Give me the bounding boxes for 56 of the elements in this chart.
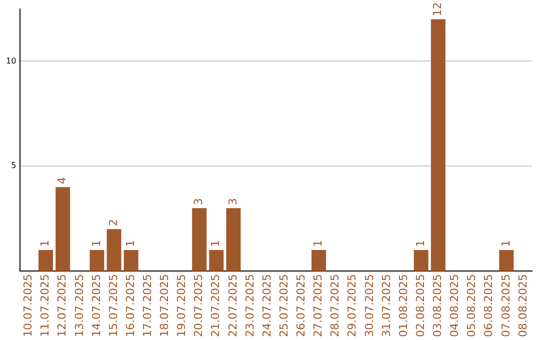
x-tick-label: 23.07.2025 (243, 274, 256, 338)
data-label: 12 (431, 2, 444, 16)
x-tick-label: 29.07.2025 (346, 274, 359, 338)
data-label: 1 (38, 240, 52, 248)
x-tick-label: 12.07.2025 (56, 274, 69, 338)
x-tick-label: 02.08.2025 (414, 274, 427, 338)
x-tick-label: 30.07.2025 (362, 274, 376, 338)
data-label: 4 (56, 177, 69, 184)
bar (209, 250, 224, 272)
bar (90, 250, 104, 272)
x-tick-label: 01.08.2025 (396, 274, 410, 338)
bar (56, 187, 70, 272)
data-label: 2 (106, 219, 120, 226)
x-tick-label: 10.07.2025 (22, 274, 35, 338)
x-tick-label: 21.07.2025 (209, 274, 222, 338)
data-label: 1 (90, 240, 103, 248)
data-label: 3 (192, 198, 206, 206)
bar (38, 250, 54, 272)
x-tick-label: 03.08.2025 (431, 274, 444, 338)
x-tick-label: 14.07.2025 (90, 274, 103, 338)
bar (430, 19, 446, 272)
x-tick-label: 07.08.2025 (499, 274, 512, 338)
x-tick-label: 22.07.2025 (226, 274, 240, 338)
x-tick-label: 31.07.2025 (380, 274, 393, 338)
bar (124, 250, 138, 272)
y-tick-label: 10 (6, 56, 16, 66)
data-label: 1 (312, 240, 325, 248)
x-tick-label: 08.08.2025 (516, 274, 530, 338)
data-label: 1 (124, 240, 137, 248)
x-tick-label: 16.07.2025 (124, 274, 137, 338)
bar (311, 250, 326, 272)
x-tick-label: 05.08.2025 (465, 274, 478, 338)
x-tick-label: 25.07.2025 (277, 274, 290, 338)
x-tick-label: 06.08.2025 (482, 274, 496, 338)
x-tick-label: 04.08.2025 (448, 274, 462, 338)
data-label: 1 (499, 240, 512, 248)
x-tick-label: 24.07.2025 (260, 274, 274, 338)
x-tick-label: 26.07.2025 (294, 274, 308, 338)
bar (226, 208, 241, 272)
x-tick-label: 20.07.2025 (192, 274, 206, 338)
x-tick-label: 27.07.2025 (312, 274, 325, 338)
x-tick-label: 17.07.2025 (140, 274, 154, 338)
x-tick-label: 19.07.2025 (175, 274, 188, 338)
data-label: 1 (414, 240, 427, 248)
y-tick-label: 5 (11, 161, 16, 170)
bar (499, 250, 514, 272)
x-tick-label: 28.07.2025 (328, 274, 342, 338)
data-label: 3 (226, 198, 240, 206)
x-tick-label: 13.07.2025 (72, 274, 86, 338)
x-tick-label: 15.07.2025 (106, 274, 120, 338)
bar (192, 208, 207, 272)
bar (106, 229, 122, 272)
x-tick-label: 11.07.2025 (38, 274, 52, 338)
bar (414, 250, 428, 272)
x-tick-label: 18.07.2025 (158, 274, 172, 338)
data-label: 1 (209, 240, 222, 248)
